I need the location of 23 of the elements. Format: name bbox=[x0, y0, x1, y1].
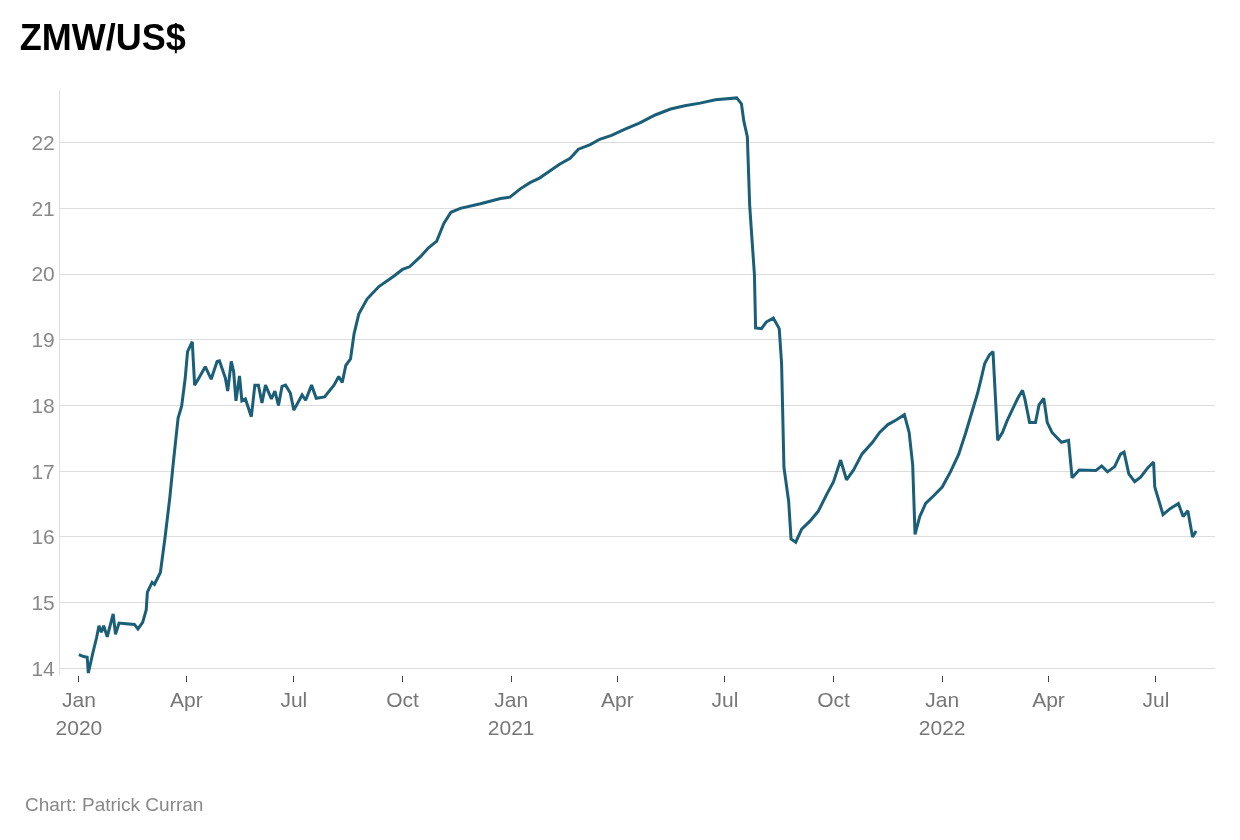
y-tick-label: 17 bbox=[31, 459, 55, 483]
y-tick-label: 15 bbox=[31, 591, 55, 615]
x-tick-label: Jul bbox=[711, 688, 739, 712]
x-tick-label: Jul bbox=[1142, 688, 1170, 712]
x-tick-label: Apr bbox=[1032, 688, 1065, 712]
text: Chart: Patrick Curran bbox=[25, 794, 204, 815]
y-tick-label: 22 bbox=[31, 130, 55, 154]
y-tick-label: 21 bbox=[31, 196, 55, 220]
line-series bbox=[77, 96, 1198, 675]
x-tick-label: Jul bbox=[280, 688, 308, 712]
y-tick-label: 16 bbox=[31, 525, 55, 549]
y-tick-label: 20 bbox=[31, 262, 55, 286]
x-tick-label: Oct bbox=[817, 688, 851, 712]
x-tick-label: Jan 2021 bbox=[487, 688, 535, 739]
x-tick-label: Jan 2022 bbox=[918, 688, 966, 739]
y-tick-label: 14 bbox=[31, 656, 56, 680]
x-tick-label: Apr bbox=[601, 688, 634, 712]
y-tick-label: 19 bbox=[31, 328, 55, 352]
chart-title: ZMW/US$ bbox=[19, 17, 186, 59]
x-tick-label: Oct bbox=[386, 688, 419, 712]
x-tick-label: Jan 2020 bbox=[55, 688, 103, 739]
x-tick-label: Apr bbox=[170, 688, 203, 712]
y-tick-label: 18 bbox=[31, 393, 55, 417]
